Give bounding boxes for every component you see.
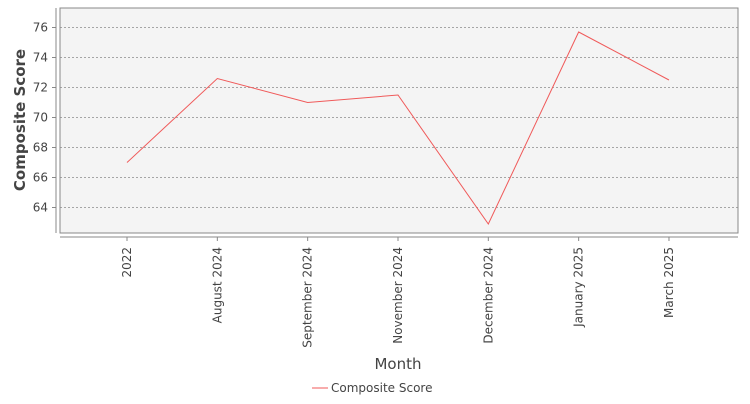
y-axis-title: Composite Score: [11, 49, 29, 191]
axes-group: 64 66 68 70 72 74 76 2022 August 2024 September 2…: [33, 8, 738, 348]
legend: Composite Score: [312, 381, 432, 395]
x-tick-label-6: March 2025: [662, 247, 676, 318]
x-tick-label-1: August 2024: [210, 247, 224, 323]
series-group: [126, 31, 670, 225]
legend-series-label: Composite Score: [331, 381, 432, 395]
x-tick-label-5: January 2025: [572, 247, 586, 328]
x-tick-label-0: 2022: [120, 247, 134, 278]
x-tick-label-3: November 2024: [391, 247, 405, 344]
x-tick-label-2: September 2024: [301, 247, 315, 348]
y-tick-label-6: 76: [33, 21, 48, 35]
plot-background: [59, 7, 739, 234]
y-tick-label-4: 72: [33, 81, 48, 95]
y-tick-label-1: 66: [33, 171, 48, 185]
y-tick-label-0: 64: [33, 201, 48, 215]
y-tick-label-2: 68: [33, 141, 48, 155]
plot-area-group: [59, 7, 739, 234]
y-tick-label-3: 70: [33, 111, 48, 125]
y-tick-label-5: 74: [33, 51, 48, 65]
x-tick-label-4: December 2024: [481, 247, 495, 344]
series-line-0: [126, 31, 670, 225]
x-axis-title: Month: [374, 355, 421, 373]
